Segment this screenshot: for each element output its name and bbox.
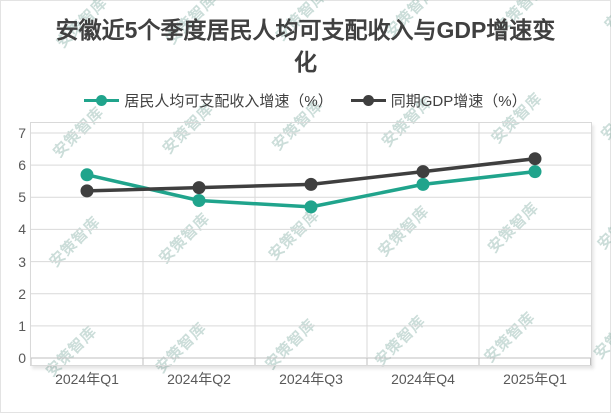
chart-legend: 居民人均可支配收入增速（%） 同期GDP增速（%） <box>0 90 611 111</box>
plot-canvas <box>31 123 591 365</box>
x-tick-label: 2025年Q1 <box>503 371 567 387</box>
watermark-text: 安策智库 <box>0 0 1 55</box>
data-point-series-0 <box>304 200 318 214</box>
legend-item-0: 居民人均可支配收入增速（%） <box>84 90 333 111</box>
watermark-text: 安策智库 <box>593 195 611 253</box>
legend-dot-icon <box>362 95 374 106</box>
data-point-series-0 <box>528 165 542 179</box>
legend-item-1: 同期GDP增速（%） <box>350 90 527 111</box>
legend-label: 同期GDP增速（%） <box>390 93 527 110</box>
chart-title: 安徽近5个季度居民人均可支配收入与GDP增速变化 <box>55 17 556 75</box>
y-tick-label: 0 <box>18 350 26 366</box>
legend-label: 居民人均可支配收入增速（%） <box>124 93 333 110</box>
data-point-series-0 <box>80 168 94 182</box>
data-point-series-1 <box>304 177 318 191</box>
plot-area <box>30 122 592 366</box>
x-tick-label: 2024年Q1 <box>55 371 119 387</box>
data-point-series-1 <box>192 181 206 195</box>
y-tick-label: 5 <box>18 189 26 206</box>
x-tick-label: 2024年Q2 <box>167 371 231 387</box>
y-tick-label: 3 <box>18 253 26 270</box>
legend-line-dot-icon <box>84 95 120 106</box>
x-tick-label: 2024年Q3 <box>279 371 343 387</box>
x-tick-label: 2024年Q4 <box>391 371 455 387</box>
y-tick-label: 2 <box>18 285 26 302</box>
y-tick-label: 1 <box>18 317 26 334</box>
watermark-text: 安策智库 <box>601 0 611 34</box>
data-point-series-1 <box>528 152 542 166</box>
data-point-series-0 <box>192 194 206 207</box>
data-point-series-1 <box>80 184 94 198</box>
y-tick-label: 6 <box>18 157 26 174</box>
y-tick-label: 4 <box>18 221 26 238</box>
data-point-series-0 <box>416 177 430 191</box>
legend-line-dot-icon <box>350 95 386 106</box>
legend-dot-icon <box>96 95 108 106</box>
y-tick-label: 7 <box>18 125 26 141</box>
data-point-series-1 <box>416 165 430 179</box>
